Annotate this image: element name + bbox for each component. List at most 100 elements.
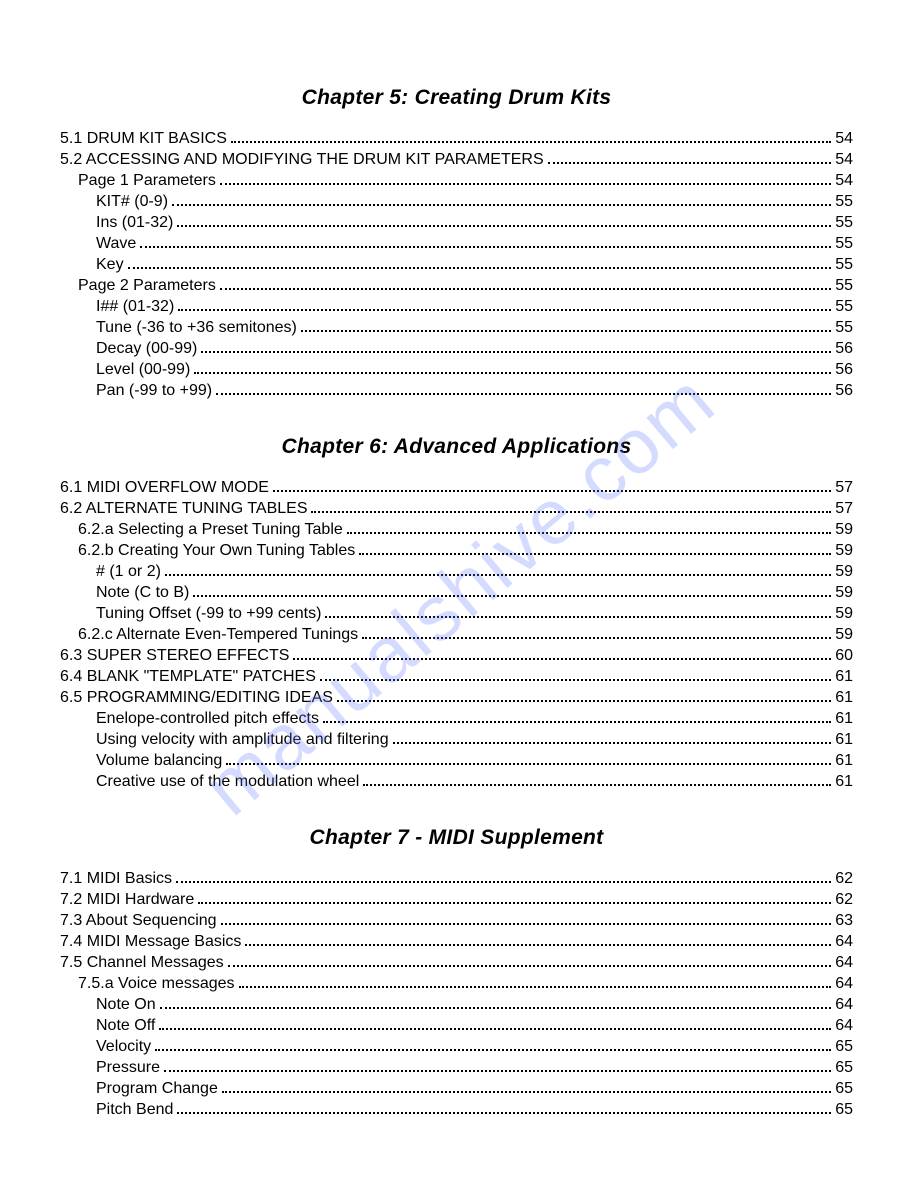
toc-entry: 6.3 SUPER STEREO EFFECTS60 bbox=[60, 645, 853, 666]
toc-leader-dots bbox=[165, 574, 831, 576]
toc-entry: Volume balancing61 bbox=[60, 750, 853, 771]
toc-entry-page: 55 bbox=[835, 254, 853, 275]
toc-leader-dots bbox=[359, 553, 831, 555]
toc-entry-page: 60 bbox=[835, 645, 853, 666]
toc-entry: Program Change65 bbox=[60, 1078, 853, 1099]
toc-entry: Tuning Offset (-99 to +99 cents) 59 bbox=[60, 603, 853, 624]
toc-leader-dots bbox=[164, 1070, 831, 1072]
section-gap bbox=[60, 1120, 853, 1128]
toc-leader-dots bbox=[301, 330, 831, 332]
chapter-title: Chapter 6: Advanced Applications bbox=[60, 435, 853, 459]
toc-entry-label: Tune (-36 to +36 semitones) bbox=[96, 317, 297, 338]
toc-leader-dots bbox=[362, 637, 831, 639]
toc-entry-page: 56 bbox=[835, 359, 853, 380]
toc-entry: 6.2 ALTERNATE TUNING TABLES57 bbox=[60, 498, 853, 519]
toc-leader-dots bbox=[177, 1112, 831, 1114]
toc-leader-dots bbox=[140, 246, 831, 248]
toc-entry: 7.3 About Sequencing 63 bbox=[60, 910, 853, 931]
toc-entry: 7.2 MIDI Hardware 62 bbox=[60, 889, 853, 910]
toc-entry: Decay (00-99) 56 bbox=[60, 338, 853, 359]
toc-entry: Pitch Bend65 bbox=[60, 1099, 853, 1120]
toc-entry-page: 61 bbox=[835, 687, 853, 708]
toc-entry-label: Pressure bbox=[96, 1057, 160, 1078]
toc-entry: 5.1 DRUM KIT BASICS54 bbox=[60, 128, 853, 149]
toc-leader-dots bbox=[159, 1028, 831, 1030]
toc-entry-page: 62 bbox=[835, 889, 853, 910]
toc-leader-dots bbox=[221, 923, 832, 925]
toc-entry-page: 59 bbox=[835, 603, 853, 624]
toc-entry: 6.2.a Selecting a Preset Tuning Table59 bbox=[60, 519, 853, 540]
toc-leader-dots bbox=[178, 309, 831, 311]
toc-entry-page: 55 bbox=[835, 212, 853, 233]
toc-leader-dots bbox=[293, 658, 831, 660]
toc-entry-label: Pan (-99 to +99) bbox=[96, 380, 212, 401]
chapter-title: Chapter 7 - MIDI Supplement bbox=[60, 826, 853, 850]
toc-entry-page: 64 bbox=[835, 931, 853, 952]
toc-entry-page: 55 bbox=[835, 317, 853, 338]
toc-entry-label: Decay (00-99) bbox=[96, 338, 197, 359]
toc-entry: 6.2.c Alternate Even-Tempered Tunings 59 bbox=[60, 624, 853, 645]
toc-entry-label: Wave bbox=[96, 233, 136, 254]
toc-entry-page: 59 bbox=[835, 519, 853, 540]
toc-entry-page: 65 bbox=[835, 1057, 853, 1078]
toc-entry: Creative use of the modulation wheel61 bbox=[60, 771, 853, 792]
toc-leader-dots bbox=[172, 204, 831, 206]
toc-entry-page: 64 bbox=[835, 952, 853, 973]
toc-entry: 6.2.b Creating Your Own Tuning Tables59 bbox=[60, 540, 853, 561]
toc-entry-page: 57 bbox=[835, 498, 853, 519]
toc-entry-page: 55 bbox=[835, 233, 853, 254]
toc-entry-label: Velocity bbox=[96, 1036, 151, 1057]
toc-leader-dots bbox=[176, 881, 831, 883]
toc-leader-dots bbox=[155, 1049, 831, 1051]
toc-entry-page: 56 bbox=[835, 338, 853, 359]
toc-entry: 6.4 BLANK "TEMPLATE" PATCHES61 bbox=[60, 666, 853, 687]
toc-entry-label: Key bbox=[96, 254, 124, 275]
toc-entry-page: 57 bbox=[835, 477, 853, 498]
toc-leader-dots bbox=[226, 763, 831, 765]
toc-entry-label: 5.2 ACCESSING AND MODIFYING THE DRUM KIT… bbox=[60, 149, 544, 170]
toc-entry-page: 64 bbox=[835, 1015, 853, 1036]
toc-entry: Ins (01-32)55 bbox=[60, 212, 853, 233]
toc-entry-label: # (1 or 2) bbox=[96, 561, 161, 582]
toc-entry: Key 55 bbox=[60, 254, 853, 275]
toc-leader-dots bbox=[337, 700, 831, 702]
toc-entry-label: Note On bbox=[96, 994, 156, 1015]
toc-leader-dots bbox=[194, 372, 831, 374]
toc-leader-dots bbox=[198, 902, 831, 904]
toc-entry-page: 59 bbox=[835, 624, 853, 645]
toc-entry-label: 7.5 Channel Messages bbox=[60, 952, 224, 973]
toc-leader-dots bbox=[393, 742, 832, 744]
toc-leader-dots bbox=[231, 141, 831, 143]
toc-leader-dots bbox=[160, 1007, 832, 1009]
toc-leader-dots bbox=[201, 351, 831, 353]
toc-entry-page: 55 bbox=[835, 275, 853, 296]
toc-entry-label: 7.2 MIDI Hardware bbox=[60, 889, 194, 910]
toc-entry-label: 6.2.c Alternate Even-Tempered Tunings bbox=[78, 624, 358, 645]
toc-entry: Note Off 64 bbox=[60, 1015, 853, 1036]
toc-leader-dots bbox=[177, 225, 831, 227]
toc-leader-dots bbox=[363, 784, 831, 786]
toc-entry-page: 61 bbox=[835, 729, 853, 750]
toc-entry-page: 61 bbox=[835, 771, 853, 792]
toc-leader-dots bbox=[320, 679, 831, 681]
toc-entry-page: 64 bbox=[835, 973, 853, 994]
toc-entry-label: Tuning Offset (-99 to +99 cents) bbox=[96, 603, 321, 624]
toc-entry: Page 2 Parameters55 bbox=[60, 275, 853, 296]
toc-entry-label: 7.3 About Sequencing bbox=[60, 910, 217, 931]
toc-entry-page: 59 bbox=[835, 561, 853, 582]
toc-entry: Note (C to B)59 bbox=[60, 582, 853, 603]
toc-page: manualshive.com Chapter 5: Creating Drum… bbox=[0, 0, 918, 1188]
toc-entry-label: 7.4 MIDI Message Basics bbox=[60, 931, 241, 952]
toc-leader-dots bbox=[193, 595, 831, 597]
toc-leader-dots bbox=[128, 267, 832, 269]
toc-entry: 6.1 MIDI OVERFLOW MODE57 bbox=[60, 477, 853, 498]
toc-entry: Tune (-36 to +36 semitones) 55 bbox=[60, 317, 853, 338]
toc-entry-label: Using velocity with amplitude and filter… bbox=[96, 729, 389, 750]
toc-entry-page: 61 bbox=[835, 666, 853, 687]
toc-entry-label: Note Off bbox=[96, 1015, 155, 1036]
toc-entry: 7.4 MIDI Message Basics 64 bbox=[60, 931, 853, 952]
section-gap bbox=[60, 401, 853, 409]
toc-entry-page: 63 bbox=[835, 910, 853, 931]
toc-leader-dots bbox=[325, 616, 831, 618]
toc-entry: I## (01-32)55 bbox=[60, 296, 853, 317]
